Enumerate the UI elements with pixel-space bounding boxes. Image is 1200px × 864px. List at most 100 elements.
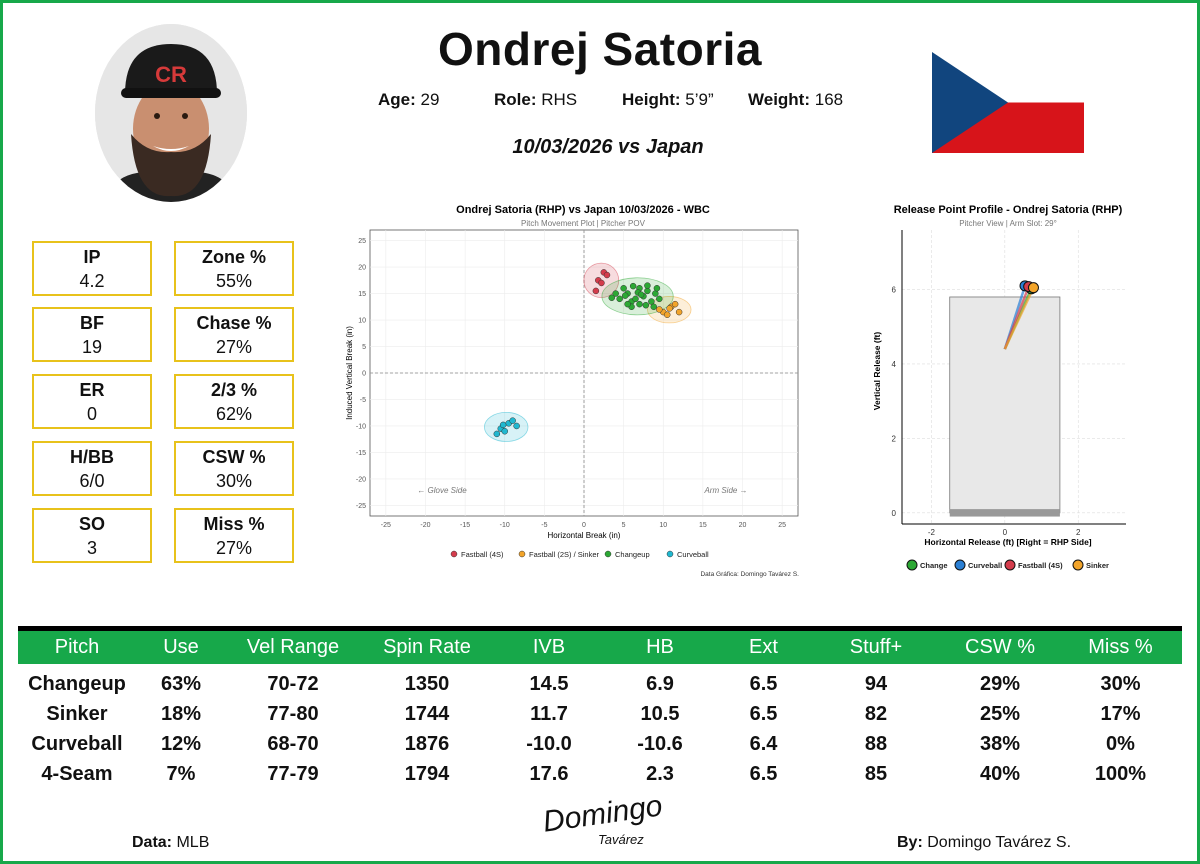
movement-point xyxy=(621,292,629,299)
height-value: 5’9” xyxy=(685,90,714,109)
release-x-tick-label: 2 xyxy=(1076,528,1081,537)
table-cell: -10.0 xyxy=(526,732,572,755)
stat-chase-pct: Chase % 27% xyxy=(174,307,294,362)
movement-y-tick-label: 25 xyxy=(358,238,366,245)
release-legend: Change Curveball Fastball (4S) Sinker xyxy=(906,559,1109,571)
table-row: Changeup 63% 70-72 1350 14.5 6.9 6.5 94 29% 30% xyxy=(18,669,1182,699)
release-legend-label: Change xyxy=(920,561,948,570)
table-cell: 88 xyxy=(864,732,888,755)
release-x-label: Horizontal Release (ft) [Right = RHP Sid… xyxy=(924,537,1091,547)
release-legend-swatch xyxy=(1004,559,1016,571)
table-row: Curveball 12% 68-70 1876 -10.0 -10.6 6.4 88 38% 0… xyxy=(18,729,1182,759)
movement-point xyxy=(493,430,501,438)
weight-info: Weight: 168 xyxy=(748,90,844,109)
release-y-tick-label: 2 xyxy=(892,434,897,443)
table-header: Pitch Use Vel Range Spin Rate IVB HB Ext Stuff+… xyxy=(18,631,1182,664)
table-cell: 40% xyxy=(979,762,1021,785)
movement-y-tick-label: 5 xyxy=(362,344,366,351)
table-cell: 29% xyxy=(979,672,1021,695)
movement-y-tick-label: -20 xyxy=(356,476,366,483)
table-header-cell: Stuff+ xyxy=(849,636,903,658)
signature-logo: Domingo Tavárez xyxy=(541,794,664,847)
movement-point xyxy=(637,291,645,298)
movement-point xyxy=(509,417,516,424)
movement-point xyxy=(650,303,657,311)
table-cell: 6.9 xyxy=(646,672,674,695)
movement-chart-subtitle: Pitch Movement Plot | Pitcher POV xyxy=(521,219,646,228)
movement-x-label: Horizontal Break (in) xyxy=(548,531,621,540)
table-cell: 100% xyxy=(1094,762,1147,785)
movement-x-tick-label: 0 xyxy=(582,522,586,529)
table-header-cell: IVB xyxy=(532,636,566,658)
release-y-label: Vertical Release (ft) xyxy=(872,332,882,411)
movement-point xyxy=(656,306,663,313)
table-cell: Curveball xyxy=(31,732,123,755)
movement-x-tick-label: 10 xyxy=(659,522,667,529)
stat-er: ER 0 xyxy=(32,374,152,429)
table-row: 4-Seam 7% 77-79 1794 17.6 2.3 6.5 85 40% 100% xyxy=(18,759,1182,789)
table-header-cell: Use xyxy=(163,636,199,658)
table-cell: 14.5 xyxy=(529,672,569,695)
movement-x-tick-label: 5 xyxy=(622,522,626,529)
stat-bf: BF 19 xyxy=(32,307,152,362)
table-cell: 38% xyxy=(979,732,1021,755)
table-cell: 6.5 xyxy=(749,762,778,785)
height-info: Height: 5’9” xyxy=(622,90,714,109)
movement-point xyxy=(663,311,671,318)
table-cell: 1350 xyxy=(404,672,450,695)
arm-slot-line xyxy=(1003,287,1035,350)
movement-legend-swatch xyxy=(450,550,458,558)
role-value: RHS xyxy=(541,90,578,109)
movement-point xyxy=(612,290,619,297)
pitch-table: Pitch Use Vel Range Spin Rate IVB HB Ext Stuff+… xyxy=(18,626,1182,789)
cap-logo: CR xyxy=(155,62,187,87)
movement-legend-swatch xyxy=(518,550,526,558)
movement-y-tick-label: -5 xyxy=(360,397,366,404)
stat-ip: IP 4.2 xyxy=(32,241,152,296)
table-cell: 17% xyxy=(1100,702,1141,725)
czech-flag-icon xyxy=(932,52,1084,153)
release-y-tick-label: 0 xyxy=(892,509,897,518)
movement-legend: Fastball (4S) Fastball (2S) / Sinker Chang… xyxy=(450,550,709,559)
table-cell: 85 xyxy=(864,762,888,785)
release-legend-swatch xyxy=(1072,559,1084,571)
movement-point xyxy=(616,295,623,303)
movement-point xyxy=(598,279,605,287)
age-info: Age: 29 xyxy=(378,90,440,109)
stat-so: SO 3 xyxy=(32,508,152,563)
movement-point xyxy=(636,300,643,308)
movement-point xyxy=(513,422,520,430)
release-x-tick-label: 0 xyxy=(1003,528,1008,537)
table-cell: 17.6 xyxy=(529,762,569,785)
table-header-cell: CSW % xyxy=(965,636,1035,658)
table-header-cell: HB xyxy=(646,636,674,658)
table-cell: 1876 xyxy=(404,732,450,755)
movement-x-tick-label: -25 xyxy=(381,522,391,529)
glove-side-annotation: ← Glove Side xyxy=(417,486,467,495)
release-y-tick-label: 4 xyxy=(892,360,897,369)
movement-y-tick-label: -25 xyxy=(356,503,366,510)
movement-y-label: Induced Vertical Break (in) xyxy=(345,326,354,420)
movement-point xyxy=(648,298,655,305)
movement-point xyxy=(656,295,663,303)
release-legend-label: Sinker xyxy=(1086,561,1109,570)
release-y-tick-label: 6 xyxy=(892,286,897,295)
stat-csw-pct: CSW % 30% xyxy=(174,441,294,496)
table-cell: 7% xyxy=(166,762,196,785)
release-legend-swatch xyxy=(906,559,918,571)
movement-legend-label: Fastball (2S) / Sinker xyxy=(529,550,600,559)
table-cell: 12% xyxy=(160,732,202,755)
movement-legend-label: Fastball (4S) xyxy=(461,550,504,559)
table-cell: 94 xyxy=(864,672,888,695)
movement-legend-swatch xyxy=(666,550,674,558)
movement-point xyxy=(592,287,600,295)
movement-point xyxy=(620,285,627,292)
mound-rect xyxy=(949,296,1061,514)
movement-x-tick-label: 15 xyxy=(699,522,707,529)
movement-y-tick-label: -10 xyxy=(356,423,366,430)
movement-point xyxy=(644,282,651,289)
author-credit: By: Domingo Tavárez S. xyxy=(897,834,1072,851)
movement-point xyxy=(499,421,507,429)
table-header-cell: Spin Rate xyxy=(383,636,471,658)
